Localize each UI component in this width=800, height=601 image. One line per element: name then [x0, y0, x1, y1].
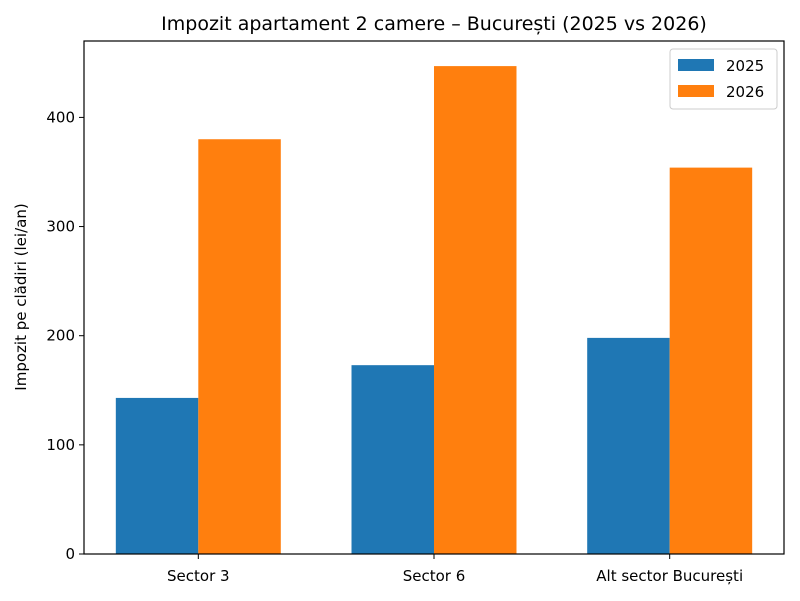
x-tick-label: Sector 6 — [403, 567, 466, 585]
legend-label-2026: 2026 — [726, 83, 764, 101]
legend-swatch-2025 — [678, 59, 714, 71]
y-tick-label: 100 — [46, 436, 75, 454]
bar-2026-2 — [669, 167, 753, 554]
legend: 2025 2026 — [669, 48, 778, 110]
y-tick-label: 400 — [46, 108, 75, 126]
legend-label-2025: 2025 — [726, 57, 764, 75]
bar-2025-1 — [351, 365, 434, 554]
bar-2025-0 — [115, 397, 199, 554]
y-tick-label: 300 — [46, 218, 75, 236]
bar-2026-1 — [434, 66, 517, 555]
legend-swatch-2026 — [678, 85, 714, 97]
bar-2025-2 — [587, 337, 670, 554]
x-tick-label: Sector 3 — [167, 567, 230, 585]
x-tick-label: Alt sector București — [596, 567, 743, 585]
bar-2026-0 — [198, 139, 281, 554]
y-axis-label: Impozit pe clădiri (lei/an) — [12, 203, 30, 390]
y-tick-label: 200 — [46, 327, 75, 345]
chart-title: Impozit apartament 2 camere – București … — [161, 13, 707, 35]
y-tick-label: 0 — [65, 545, 75, 563]
